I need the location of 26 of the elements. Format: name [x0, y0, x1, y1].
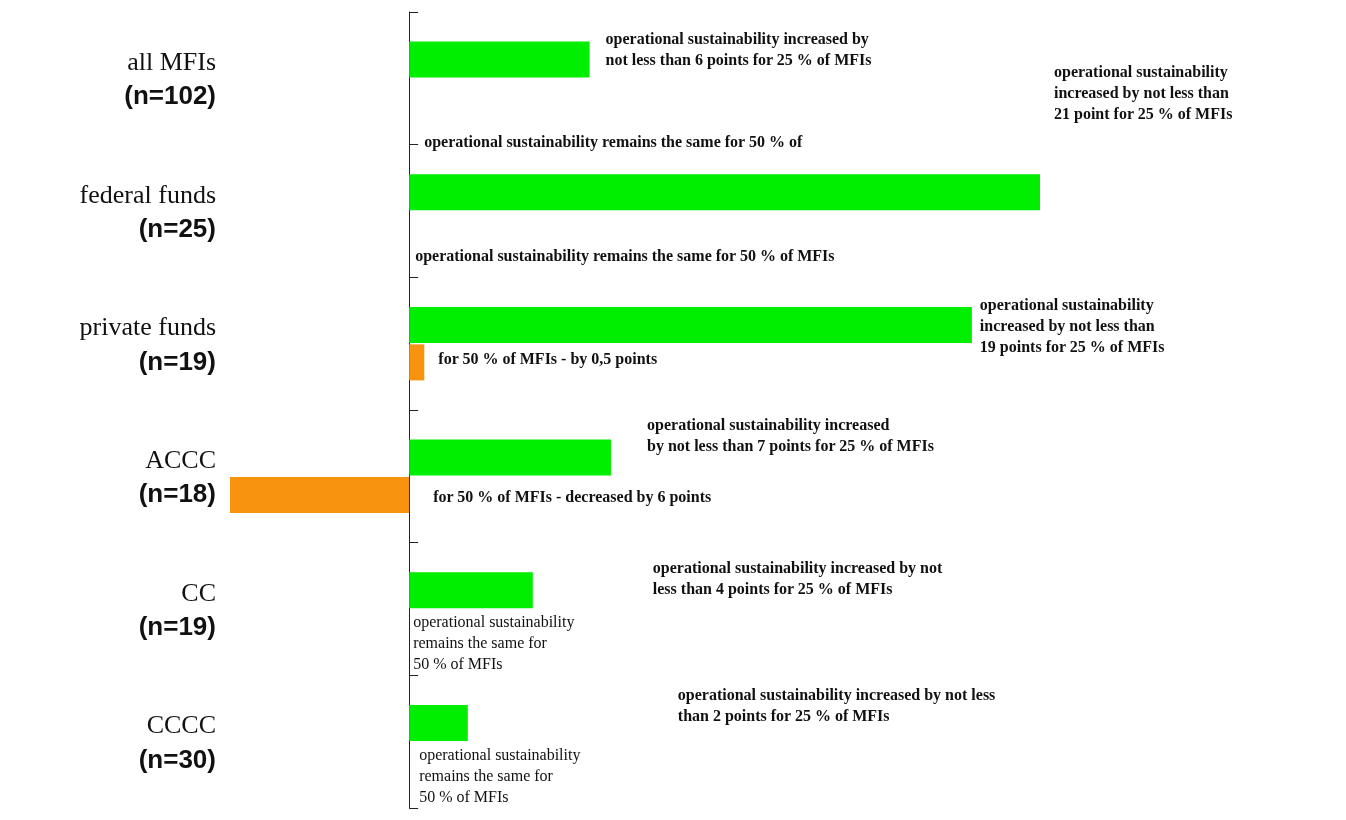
y-tick-label: all MFIs (n=102)	[124, 46, 216, 111]
y-tick-label: private funds (n=19)	[79, 312, 216, 376]
y-tick-label: CCCC (n=30)	[138, 710, 216, 774]
bar	[409, 439, 612, 476]
bar	[230, 477, 410, 514]
annotation: operational sustainability increased by not less than 4 points for 25 % of MFIs	[652, 559, 943, 598]
bar	[409, 174, 1040, 211]
annotation: operational sustainability increased by not less than 2 points for 25 % of MFIs	[677, 685, 996, 725]
bar	[409, 704, 468, 741]
y-tick-label: federal funds (n=25)	[79, 179, 216, 243]
bar	[409, 572, 533, 609]
bar	[409, 41, 590, 78]
bar	[409, 344, 425, 381]
annotation: for 50 % of MFIs - decreased by 6 points	[433, 488, 712, 507]
annotation: operational sustainability increased by not less than 19 points for 25 % of MFIs	[979, 295, 1165, 356]
y-tick-label: ACCC (n=18)	[138, 444, 216, 509]
annotation: operational sustainability increased by not less than 7 points for 25 % of MFIs	[647, 416, 934, 456]
y-tick-label: CC (n=19)	[138, 577, 216, 641]
annotation: operational sustainability remains the same for 50 % of MFIs	[419, 745, 581, 805]
annotation: for 50 % of MFIs - by 0,5 points	[438, 349, 658, 368]
bar	[409, 306, 972, 343]
annotation: operational sustainability remains the same for 50 % of MFIs	[413, 613, 575, 672]
annotation: operational sustainability increased by not less than 6 points for 25 % of MFIs	[605, 30, 872, 70]
text: operational sustainability increased by not less than 21 point for 25 % of MFIs	[1054, 63, 1233, 123]
annotation: operational sustainability remains the same for 50 % of MFIs	[415, 247, 835, 265]
annotation: operational sustainability remains the same for 50 % of	[424, 133, 803, 151]
